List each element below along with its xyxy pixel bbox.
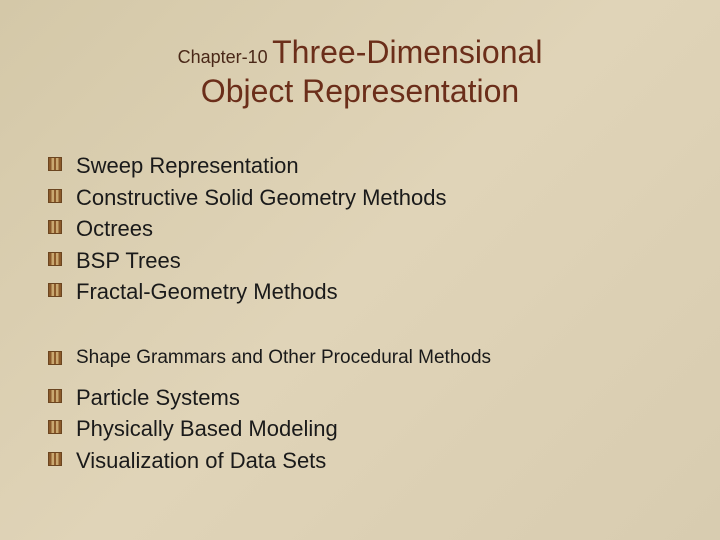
bullet-list-3: Particle Systems Physically Based Modeli…: [48, 384, 672, 475]
slide-container: Chapter-10 Three-Dimensional Object Repr…: [0, 0, 720, 540]
bullet-text: Octrees: [76, 215, 153, 243]
title-line-1: Three-Dimensional: [272, 34, 542, 70]
bullet-icon: [48, 252, 62, 266]
list-item: Particle Systems: [48, 384, 672, 412]
spacer: [48, 310, 672, 346]
list-item: Physically Based Modeling: [48, 415, 672, 443]
list-item: Fractal-Geometry Methods: [48, 278, 672, 306]
bullet-list-2: Shape Grammars and Other Procedural Meth…: [48, 346, 672, 370]
list-item: Octrees: [48, 215, 672, 243]
list-item: Visualization of Data Sets: [48, 447, 672, 475]
spacer: [48, 374, 672, 384]
bullet-icon: [48, 189, 62, 203]
title-line-2: Object Representation: [48, 73, 672, 110]
bullet-list-1: Sweep Representation Constructive Solid …: [48, 152, 672, 306]
bullet-text: Fractal-Geometry Methods: [76, 278, 338, 306]
bullet-text: Physically Based Modeling: [76, 415, 338, 443]
bullet-icon: [48, 220, 62, 234]
bullet-icon: [48, 351, 62, 365]
chapter-label: Chapter-10: [178, 47, 268, 67]
bullet-text: BSP Trees: [76, 247, 181, 275]
bullet-text: Visualization of Data Sets: [76, 447, 326, 475]
bullet-text: Particle Systems: [76, 384, 240, 412]
list-item: BSP Trees: [48, 247, 672, 275]
bullet-text: Shape Grammars and Other Procedural Meth…: [76, 346, 491, 370]
bullet-icon: [48, 420, 62, 434]
bullet-icon: [48, 157, 62, 171]
bullet-text: Constructive Solid Geometry Methods: [76, 184, 447, 212]
title-block: Chapter-10 Three-Dimensional Object Repr…: [48, 33, 672, 110]
bullet-icon: [48, 452, 62, 466]
list-item: Shape Grammars and Other Procedural Meth…: [48, 346, 672, 370]
list-item: Constructive Solid Geometry Methods: [48, 184, 672, 212]
bullet-icon: [48, 389, 62, 403]
bullet-icon: [48, 283, 62, 297]
list-item: Sweep Representation: [48, 152, 672, 180]
bullet-text: Sweep Representation: [76, 152, 299, 180]
